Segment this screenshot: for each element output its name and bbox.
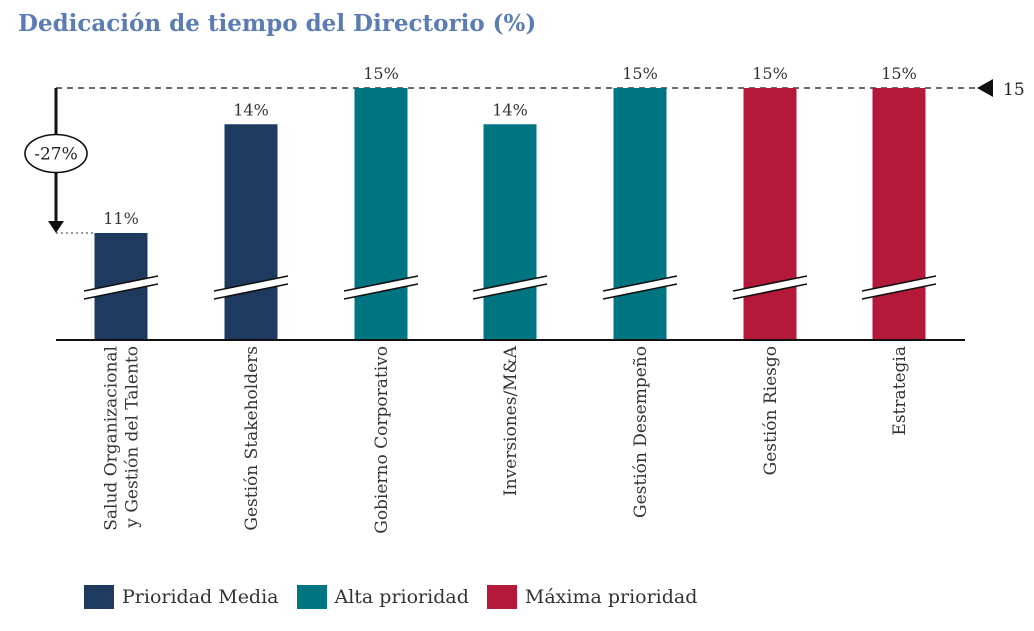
difference-label: -27%	[34, 145, 78, 165]
reference-label: 15	[1003, 80, 1025, 100]
data-label: 11%	[103, 209, 139, 228]
legend-item-maxima: Máxima prioridad	[486, 585, 698, 609]
data-label: 15%	[622, 64, 658, 83]
data-label: 15%	[363, 64, 399, 83]
axis-break-line	[602, 283, 678, 300]
x-tick-label: y Gestión del Talento	[123, 346, 143, 529]
axis-break	[603, 276, 677, 299]
axis-break-line	[861, 283, 937, 300]
axis-break	[733, 276, 807, 299]
axis-break-line	[343, 283, 419, 300]
data-label: 14%	[233, 100, 269, 119]
x-tick-label: Gestión Stakeholders	[242, 346, 262, 531]
difference-badge	[24, 133, 88, 174]
legend-label-maxima: Máxima prioridad	[524, 586, 698, 608]
x-tick-label: Gestión Riesgo	[761, 346, 781, 475]
bar	[743, 88, 797, 340]
data-label: 14%	[492, 100, 528, 119]
axis-break-line	[213, 275, 289, 292]
bar	[872, 88, 926, 340]
data-label: 15%	[752, 64, 788, 83]
axis-break-line	[861, 275, 937, 292]
bar	[483, 124, 537, 340]
x-tick-label: Gobierno Corporativo	[372, 346, 392, 534]
bar	[613, 88, 667, 340]
axis-break	[473, 276, 547, 299]
bar	[224, 124, 278, 340]
x-tick-label: Estrategia	[890, 346, 910, 436]
axis-break-line	[343, 275, 419, 292]
legend: Prioridad Media Alta prioridad Máxima pr…	[84, 584, 697, 610]
bar	[354, 88, 408, 340]
axis-break	[344, 276, 418, 299]
legend-swatch-maxima	[486, 585, 517, 609]
axis-break-line	[602, 275, 678, 292]
chart-title: Dedicación de tiempo del Directorio (%)	[18, 10, 537, 37]
data-label: 15%	[881, 64, 917, 83]
axis-break-line	[83, 283, 159, 300]
legend-swatch-alta	[296, 585, 327, 609]
legend-label-alta: Alta prioridad	[334, 586, 469, 608]
difference-arrow-head	[48, 221, 64, 233]
legend-item-alta: Alta prioridad	[296, 585, 469, 609]
reference-marker	[977, 79, 993, 97]
axis-break-line	[472, 275, 548, 292]
legend-swatch-media	[84, 585, 114, 609]
axis-break	[84, 276, 158, 299]
axis-break-line	[472, 283, 548, 300]
axis-break	[214, 276, 288, 299]
axis-break-line	[732, 283, 808, 300]
legend-item-media: Prioridad Media	[84, 585, 279, 609]
x-tick-label: Salud Organizacional	[102, 346, 122, 531]
axis-break-line	[732, 275, 808, 292]
x-tick-label: Inversiones/M&A	[501, 345, 521, 496]
axis-break	[862, 276, 936, 299]
axis-break-line	[213, 283, 289, 300]
legend-label-media: Prioridad Media	[122, 586, 279, 608]
axis-break-line	[83, 275, 159, 292]
x-tick-label: Gestión Desempeño	[631, 346, 651, 518]
